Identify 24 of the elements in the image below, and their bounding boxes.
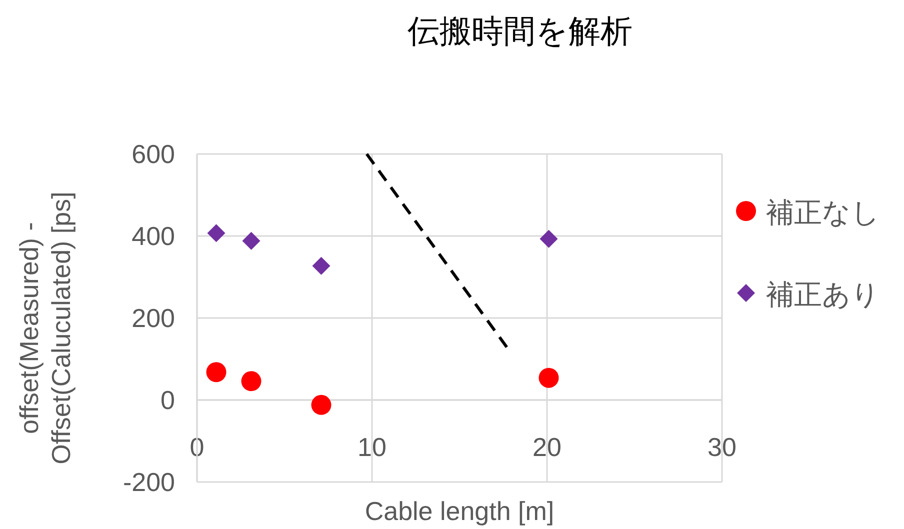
y-tick-label: -200	[122, 467, 175, 497]
y-tick-label: 200	[132, 303, 175, 333]
point	[207, 224, 226, 242]
x-tick-label: 10	[358, 432, 386, 462]
chart-title: 伝搬時間を解析	[408, 13, 632, 49]
y-axis-title: offset(Measured) - Offset(Caluculated) [ps]	[14, 192, 76, 464]
x-tick-label: 0	[190, 432, 204, 462]
x-axis-title: Cable length [m]	[364, 496, 554, 526]
legend: 補正なし	[736, 197, 880, 228]
point	[242, 232, 260, 250]
x-tick-label: 30	[708, 432, 736, 462]
y-tick-label: 600	[132, 139, 175, 169]
point	[206, 362, 226, 382]
y-tick-label: 400	[132, 221, 175, 251]
point	[311, 394, 332, 415]
legend-label: 補正あり	[766, 279, 880, 310]
legend-label: 補正なし	[766, 197, 880, 228]
x-tick-label: 20	[532, 432, 562, 462]
point	[241, 371, 262, 392]
y-tick-label: 0	[160, 385, 175, 415]
point	[540, 230, 558, 248]
legend: 補正あり	[737, 279, 880, 310]
point	[538, 368, 559, 388]
point	[312, 256, 330, 275]
